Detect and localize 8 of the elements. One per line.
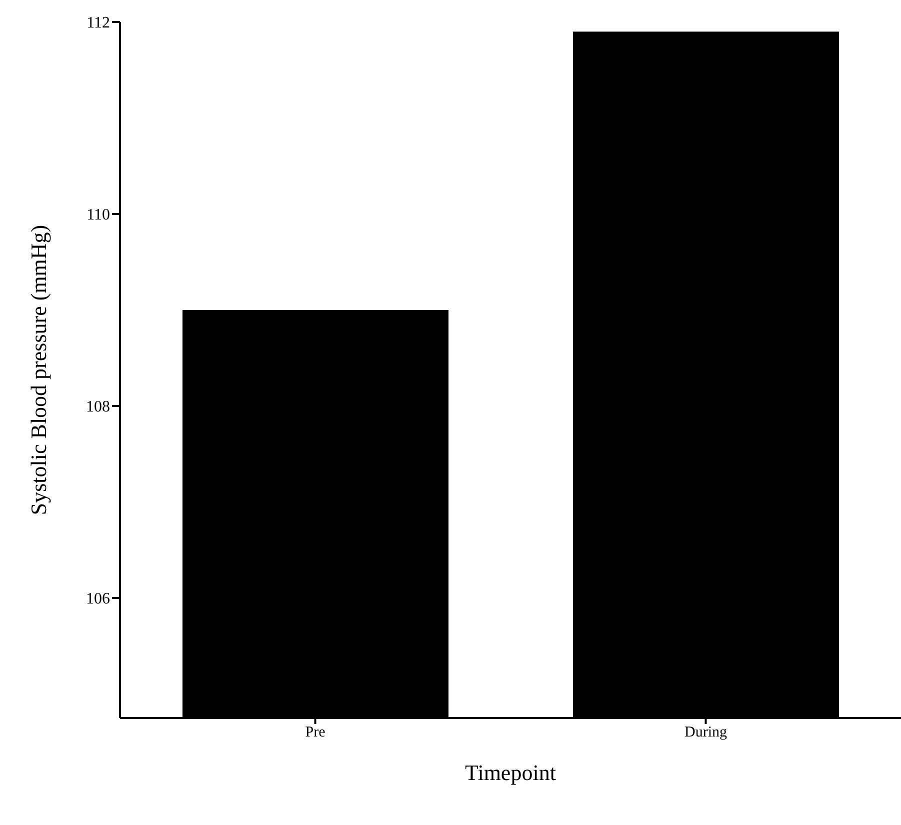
- x-tick-label: During: [684, 724, 728, 741]
- y-axis-title: Systolic Blood pressure (mmHg): [26, 224, 51, 516]
- y-tick-label: 106: [86, 590, 110, 608]
- y-tick-label: 112: [86, 14, 110, 32]
- y-tick-label: 110: [86, 206, 110, 224]
- x-axis-title: Timepoint: [465, 760, 556, 785]
- y-tick-label: 108: [86, 398, 110, 416]
- x-tick-label: Pre: [305, 724, 326, 741]
